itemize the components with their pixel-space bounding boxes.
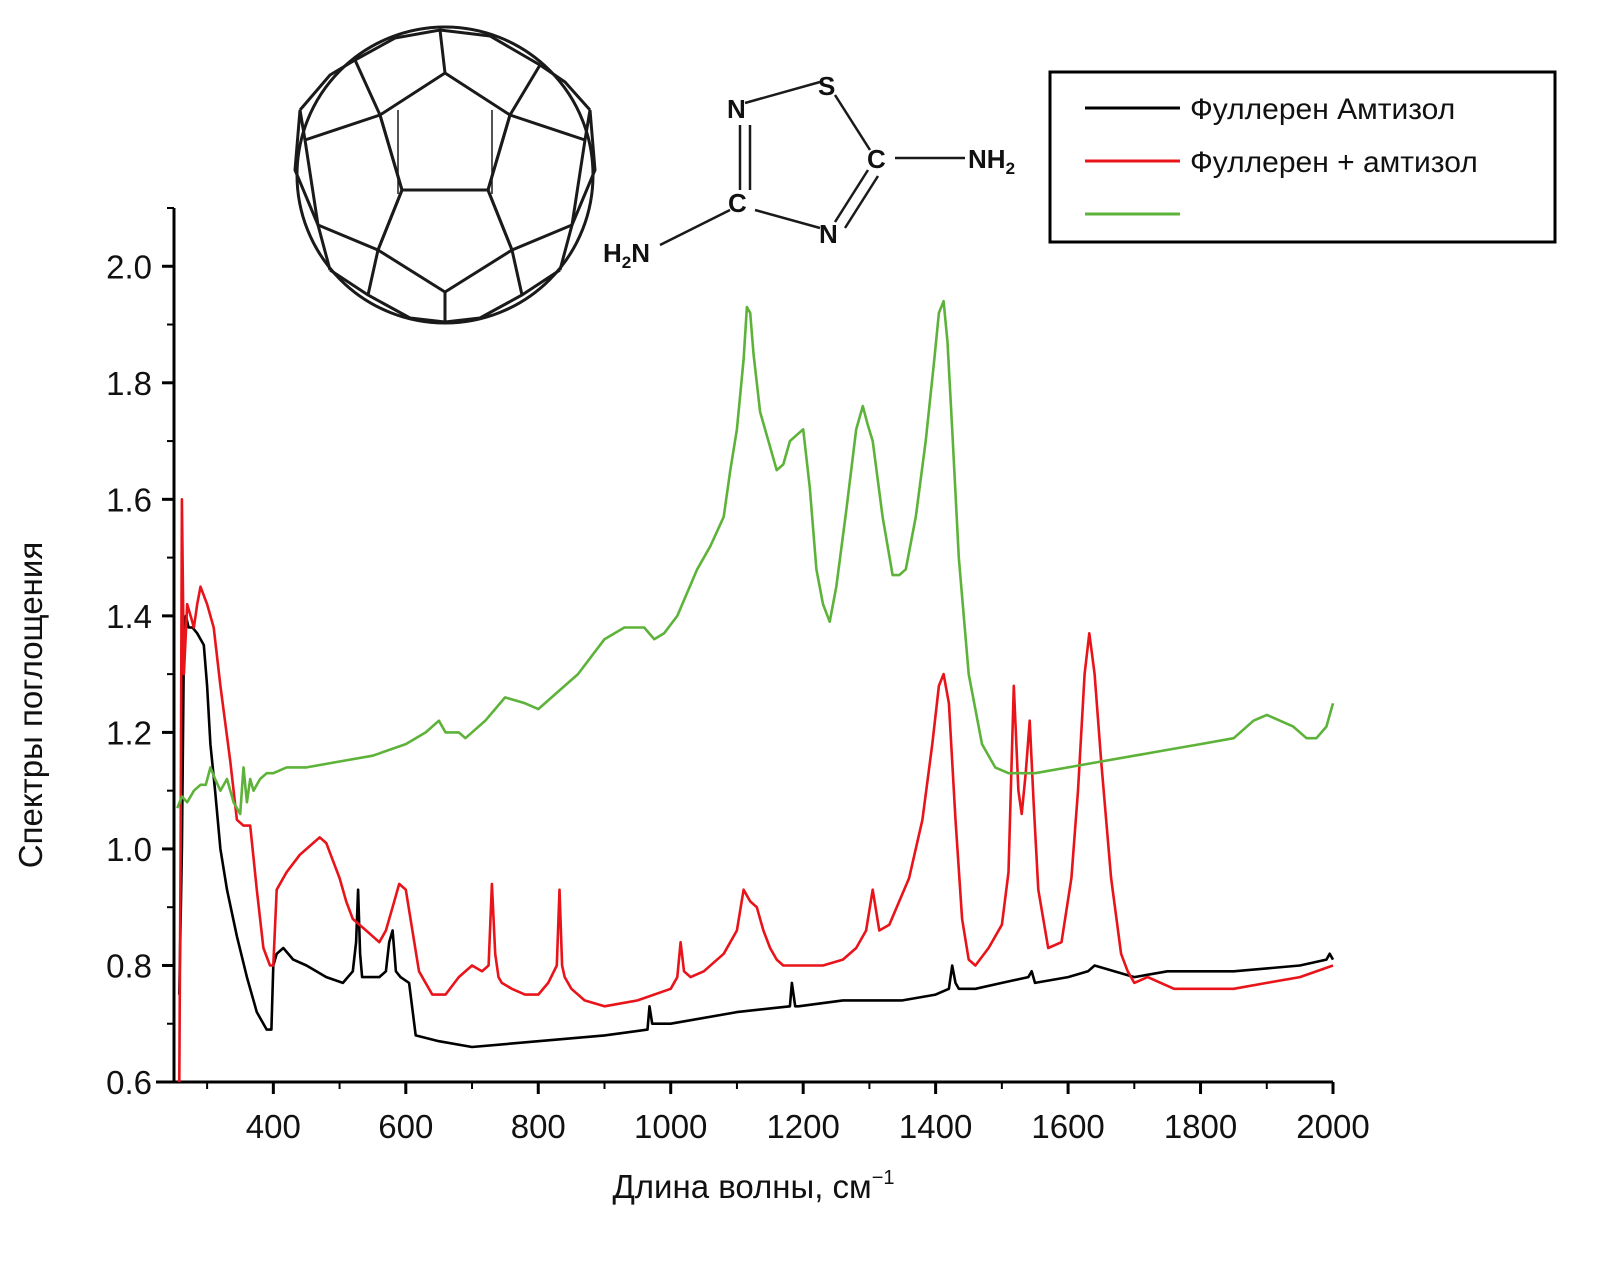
y-tick-label: 1.8 <box>106 365 152 402</box>
x-tick-label: 1200 <box>766 1108 839 1145</box>
x-tick-label: 2000 <box>1296 1108 1369 1145</box>
fullerene-c60-illustration <box>293 25 597 325</box>
y-tick-label: 1.0 <box>106 831 152 868</box>
x-tick-label: 800 <box>511 1108 566 1145</box>
legend-items: Фуллерен Амтизол Фуллерен + амтизол <box>1085 93 1478 216</box>
molecule-nh2-right: NH2 <box>968 144 1015 178</box>
legend-label: Фуллерен + амтизол <box>1190 146 1478 179</box>
x-axis-ticks: 400 600 800 1000 1200 1400 1600 1800 2000 <box>206 1082 1370 1145</box>
y-axis-ticks: 0.6 0.8 1.0 1.2 1.4 1.6 1.8 2.0 <box>106 207 174 1101</box>
molecule-atom-n-top: N <box>727 94 746 124</box>
amtizol-molecule-structure: N S C C N NH2 H2N <box>603 71 1015 272</box>
series-line-2 <box>176 299 1335 816</box>
molecule-atom-c-right: C <box>867 144 886 174</box>
legend-label: Фуллерен Амтизол <box>1190 93 1455 126</box>
y-tick-label: 0.8 <box>106 947 152 984</box>
x-axis-title: Длина волны, см−1 <box>612 1167 894 1205</box>
axes: 0.6 0.8 1.0 1.2 1.4 1.6 1.8 2.0 400 600 800 1000 12… <box>106 207 1370 1145</box>
x-tick-label: 1000 <box>634 1108 707 1145</box>
series-layer <box>176 299 1335 1083</box>
y-tick-label: 0.6 <box>106 1064 152 1101</box>
series-line-0 <box>178 614 1335 1049</box>
molecule-h2n-left: H2N <box>603 238 650 272</box>
x-tick-label: 1800 <box>1164 1108 1237 1145</box>
y-tick-label: 2.0 <box>106 248 152 285</box>
molecule-atom-s: S <box>818 71 835 101</box>
y-tick-label: 1.6 <box>106 481 152 518</box>
x-tick-label: 400 <box>246 1108 301 1145</box>
y-tick-label: 1.4 <box>106 598 152 635</box>
x-tick-label: 1600 <box>1031 1108 1104 1145</box>
legend: Фуллерен Амтизол Фуллерен + амтизол <box>1048 70 1557 244</box>
x-tick-label: 600 <box>378 1108 433 1145</box>
series-line-1 <box>178 497 1334 1083</box>
y-tick-label: 1.2 <box>106 714 152 751</box>
y-axis-title: Спектры поглощения <box>12 542 49 868</box>
molecule-atom-c-left: C <box>728 188 747 218</box>
molecule-atom-n-bottom: N <box>819 219 838 249</box>
x-tick-label: 1400 <box>899 1108 972 1145</box>
